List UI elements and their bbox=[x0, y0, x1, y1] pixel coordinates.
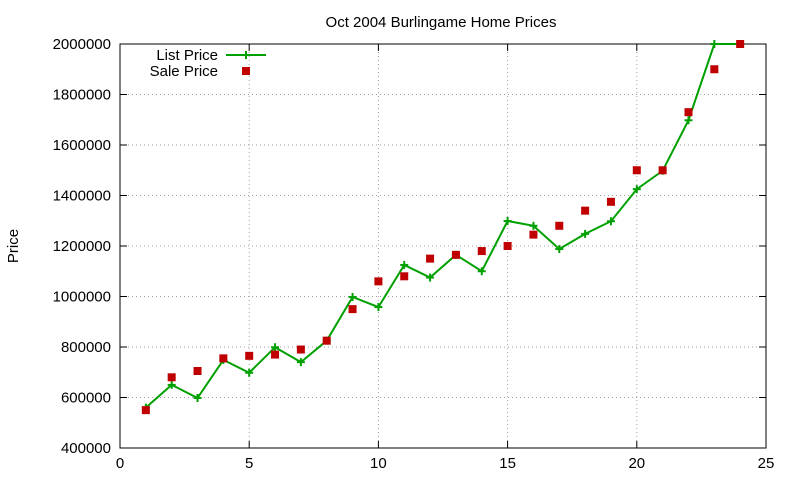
y-tick-label: 1200000 bbox=[53, 238, 111, 255]
sale-price-point bbox=[736, 40, 745, 48]
list-price-point bbox=[374, 303, 383, 312]
y-tick-label: 2000000 bbox=[53, 36, 111, 53]
list-price-point bbox=[167, 380, 176, 389]
list-price-point bbox=[632, 185, 641, 194]
list-price-point bbox=[193, 394, 202, 403]
x-tick-label: 5 bbox=[245, 455, 253, 472]
sale-price-point bbox=[555, 221, 564, 230]
list-price-point bbox=[710, 40, 719, 48]
list-price-point bbox=[606, 217, 615, 226]
sale-price-point bbox=[400, 272, 409, 281]
legend-label-list-price: List Price bbox=[156, 47, 218, 64]
list-price-point bbox=[400, 260, 409, 269]
y-tick-label: 1000000 bbox=[53, 289, 111, 306]
sale-price-point bbox=[632, 166, 641, 175]
sale-price-point bbox=[658, 166, 667, 175]
sale-price-point bbox=[477, 247, 486, 256]
list-price-point bbox=[245, 368, 254, 377]
y-tick-label: 1600000 bbox=[53, 137, 111, 154]
sale-price-point bbox=[581, 206, 590, 215]
y-tick-label: 1400000 bbox=[53, 188, 111, 205]
y-tick-label: 1800000 bbox=[53, 87, 111, 104]
grid-lines bbox=[120, 44, 766, 448]
plot-frame bbox=[119, 43, 767, 449]
sale-price-point bbox=[684, 108, 693, 117]
x-tick-label: 0 bbox=[116, 455, 124, 472]
list-price-line bbox=[145, 43, 741, 409]
sale-price-point bbox=[322, 336, 331, 345]
legend-label-sale-price: Sale Price bbox=[150, 63, 218, 80]
axis-ticks: 400000 600000 800000 1000000 1200000 1400000 1… bbox=[53, 36, 775, 472]
list-price-point bbox=[348, 293, 357, 302]
sale-price-point bbox=[529, 230, 538, 239]
y-tick-label: 400000 bbox=[61, 440, 111, 457]
list-price-point bbox=[426, 273, 435, 282]
y-axis-label: Price bbox=[5, 229, 22, 263]
sale-price-point bbox=[271, 350, 280, 359]
x-tick-label: 15 bbox=[499, 455, 516, 472]
series-layer bbox=[141, 40, 745, 415]
sale-price-point bbox=[503, 242, 512, 250]
list-price-point bbox=[503, 217, 512, 226]
sale-price-point bbox=[219, 354, 228, 363]
x-tick-label: 25 bbox=[758, 455, 775, 472]
sale-price-point bbox=[710, 65, 719, 74]
sale-price-point bbox=[374, 277, 383, 286]
sale-price-point bbox=[606, 197, 615, 206]
list-price-point bbox=[477, 267, 486, 276]
list-price-point bbox=[529, 221, 538, 230]
list-price-point bbox=[555, 245, 564, 254]
sale-price-point bbox=[426, 254, 435, 263]
list-price-point bbox=[581, 229, 590, 238]
y-tick-label: 800000 bbox=[61, 339, 111, 356]
sale-price-point bbox=[141, 406, 150, 415]
sale-price-point bbox=[348, 305, 357, 314]
sale-price-point bbox=[245, 351, 254, 360]
sale-price-point bbox=[451, 250, 460, 259]
legend-swatch-sale-price bbox=[242, 67, 250, 75]
sale-price-point bbox=[167, 373, 176, 382]
sale-price-point bbox=[296, 345, 305, 354]
list-price-point bbox=[271, 343, 280, 352]
y-tick-label: 600000 bbox=[61, 390, 111, 407]
list-price-point bbox=[684, 116, 693, 125]
x-tick-label: 10 bbox=[370, 455, 387, 472]
sale-price-point bbox=[193, 366, 202, 375]
x-tick-label: 20 bbox=[628, 455, 645, 472]
chart-title: Oct 2004 Burlingame Home Prices bbox=[326, 14, 557, 31]
list-price-point bbox=[296, 358, 305, 367]
